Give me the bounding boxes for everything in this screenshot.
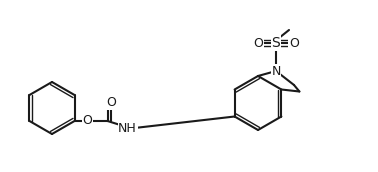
Text: NH: NH xyxy=(118,122,137,136)
Text: O: O xyxy=(82,115,93,127)
Text: O: O xyxy=(107,96,116,110)
Text: S: S xyxy=(272,36,280,50)
Text: O: O xyxy=(289,36,299,50)
Text: N: N xyxy=(271,64,281,78)
Text: O: O xyxy=(253,36,263,50)
